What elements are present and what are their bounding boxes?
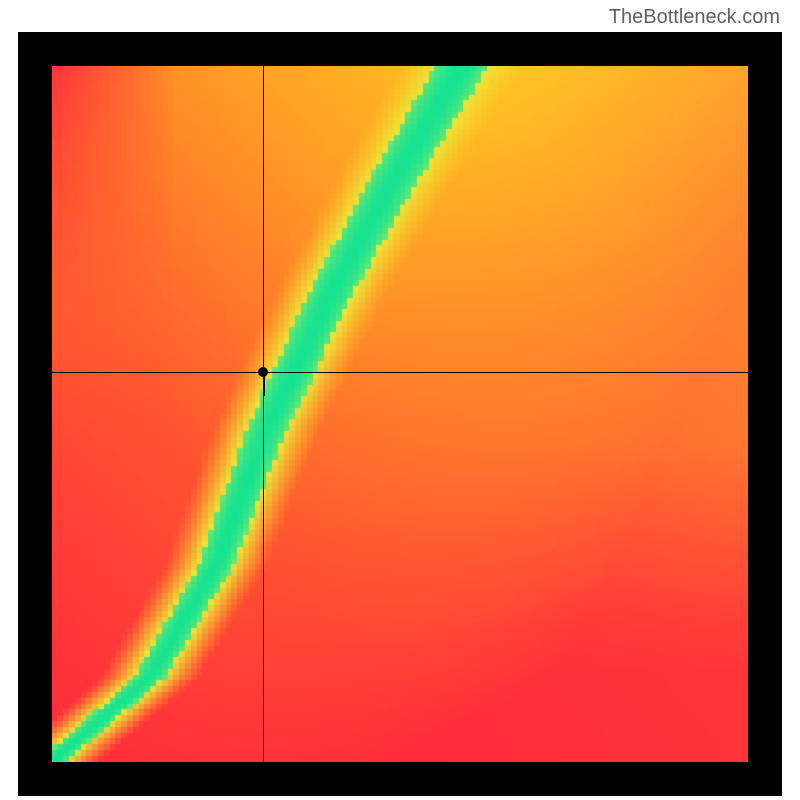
watermark-text: TheBottleneck.com: [609, 6, 780, 29]
crosshair-marker-dot: [258, 367, 268, 377]
crosshair-vertical: [263, 66, 264, 762]
heatmap-canvas: [52, 66, 748, 762]
chart-outer-frame: [18, 32, 782, 796]
crosshair-horizontal: [52, 372, 748, 373]
